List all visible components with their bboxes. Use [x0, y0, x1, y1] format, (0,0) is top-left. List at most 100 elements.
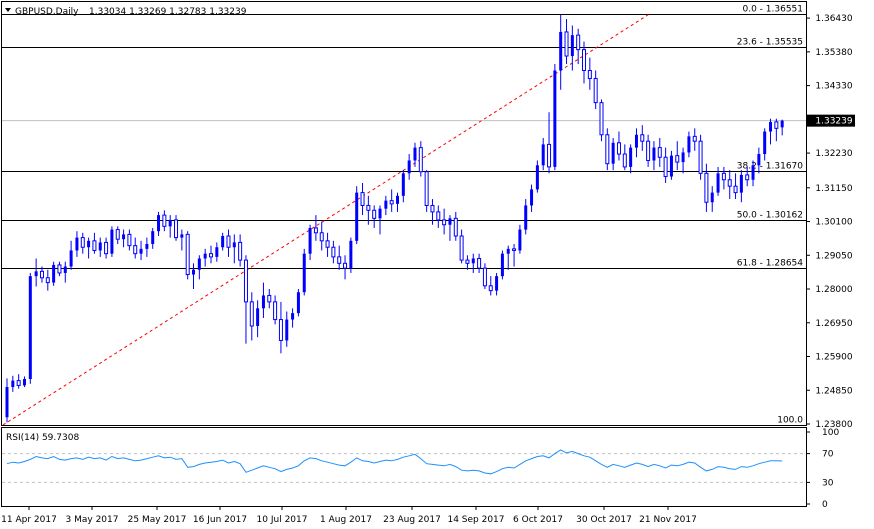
- candle: [535, 160, 539, 193]
- candle: [243, 255, 248, 344]
- candle: [343, 255, 348, 280]
- candle: [372, 205, 377, 228]
- rsi-panel-frame: [1, 427, 807, 507]
- candle: [769, 118, 773, 145]
- fib-level-label: 50.0 - 1.30162: [737, 211, 803, 221]
- candle: [261, 282, 265, 318]
- candle: [45, 269, 50, 291]
- candle: [162, 210, 167, 232]
- candle: [215, 242, 219, 262]
- candle: [559, 14, 563, 90]
- candle: [115, 226, 120, 245]
- candle: [442, 208, 447, 235]
- time-axis: 11 Apr 2017 3 May 2017 25 May 2017 16 Jun 2…: [1, 506, 697, 525]
- price-tick-label: 1.25900: [815, 353, 852, 363]
- price-tick-label: 1.28000: [815, 285, 852, 295]
- candle: [331, 240, 336, 264]
- candle: [587, 57, 592, 90]
- trendline-dashed[interactable]: [2, 13, 650, 426]
- candle: [453, 211, 458, 241]
- candle: [92, 232, 97, 254]
- candle: [745, 166, 750, 187]
- price-tick-label: 1.23800: [815, 420, 852, 430]
- candle: [751, 160, 755, 187]
- candle: [378, 205, 382, 235]
- candle: [302, 248, 306, 296]
- candle: [238, 234, 243, 267]
- candle: [208, 245, 213, 264]
- price-tick-label: 1.36430: [815, 14, 852, 24]
- candle: [57, 261, 62, 277]
- candle: [28, 272, 32, 384]
- candle: [16, 374, 21, 389]
- rsi-tick-label: 0: [822, 500, 828, 510]
- candle: [192, 263, 196, 290]
- candle: [337, 245, 342, 270]
- time-tick-label: 10 Jul 2017: [257, 515, 308, 525]
- candle: [319, 221, 324, 251]
- price-tick-label: 1.29050: [815, 251, 852, 261]
- candle: [273, 295, 278, 325]
- candle: [663, 147, 668, 183]
- price-tick-label: 1.31150: [815, 184, 852, 194]
- candle: [256, 300, 260, 338]
- candle: [168, 215, 172, 238]
- price-tick-label: 1.32230: [815, 149, 852, 159]
- candle: [629, 144, 633, 174]
- candle: [203, 248, 207, 267]
- rsi-series: [6, 449, 783, 475]
- candle: [384, 195, 388, 216]
- candle: [599, 99, 604, 142]
- candle: [139, 240, 143, 261]
- candle: [5, 378, 9, 423]
- candle: [52, 261, 56, 286]
- candle: [418, 141, 423, 177]
- candle: [69, 240, 73, 270]
- candle: [564, 19, 569, 65]
- candle: [285, 311, 289, 347]
- candle: [482, 263, 487, 290]
- candle: [180, 229, 184, 251]
- candle: [524, 199, 528, 235]
- candle: [436, 205, 441, 228]
- candle: [774, 118, 779, 142]
- candle: [616, 131, 621, 161]
- candle: [547, 112, 552, 174]
- candle: [518, 224, 522, 254]
- menu-triangle-icon[interactable]: [5, 8, 11, 12]
- candle: [87, 237, 91, 259]
- trendline[interactable]: [2, 13, 650, 426]
- candle: [355, 186, 359, 245]
- candle: [249, 292, 254, 341]
- time-tick-label: 3 May 2017: [66, 515, 119, 525]
- candle: [296, 289, 300, 317]
- fib-level-label: 61.8 - 1.28654: [737, 259, 803, 269]
- candle: [733, 173, 738, 200]
- candle: [75, 231, 79, 257]
- candlestick-series: [5, 14, 784, 423]
- candle: [640, 125, 645, 151]
- candle: [675, 141, 680, 171]
- candle: [157, 211, 161, 236]
- candle: [133, 237, 138, 259]
- candle: [698, 134, 703, 180]
- candle: [652, 141, 656, 171]
- candle: [151, 227, 155, 249]
- candle: [780, 119, 784, 136]
- candle: [681, 147, 685, 174]
- price-tick-label: 1.30100: [815, 218, 852, 228]
- candle: [646, 134, 651, 167]
- candle: [396, 192, 399, 212]
- current-price-tag: [807, 114, 855, 127]
- candle: [366, 195, 371, 225]
- candle: [669, 150, 673, 180]
- candle: [34, 258, 38, 287]
- candle: [721, 166, 726, 190]
- candle: [582, 41, 587, 84]
- fibonacci-levels: 0.0 - 1.36551 23.6 - 1.35535 38.2 - 1.3167…: [2, 5, 806, 426]
- candle: [127, 229, 132, 251]
- candle: [477, 253, 482, 273]
- candle: [611, 137, 615, 171]
- candle: [174, 215, 179, 241]
- candle: [424, 170, 429, 212]
